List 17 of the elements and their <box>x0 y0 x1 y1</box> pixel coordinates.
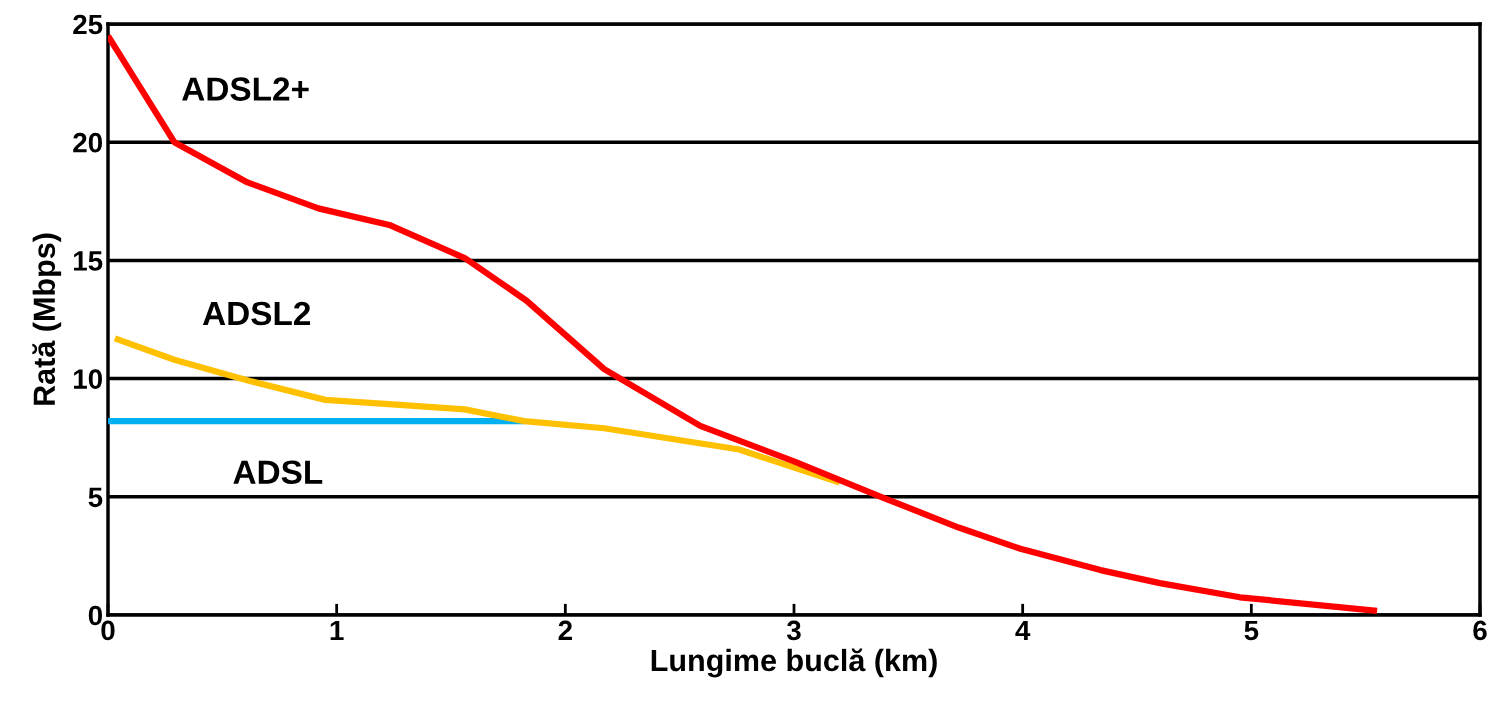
y-tick-label: 20 <box>73 132 102 153</box>
y-tick-label: 25 <box>73 14 103 35</box>
x-tick-label: 2 <box>558 620 572 640</box>
x-tick-label: 3 <box>786 620 801 641</box>
x-axis-title: Lungime buclă (km) <box>651 648 937 678</box>
y-axis-title: Rată (Mbps) <box>32 233 62 405</box>
x-tick-label: 5 <box>1244 620 1259 641</box>
series-label: ADSL2 <box>202 301 311 326</box>
y-tick-label: 10 <box>73 369 102 389</box>
y-tick-label: 15 <box>73 251 103 271</box>
series-label: ADSL2+ <box>182 77 309 101</box>
y-tick-label: 5 <box>88 487 103 508</box>
x-tick-label: 6 <box>1473 620 1487 641</box>
y-tick-label: 0 <box>88 605 102 626</box>
x-tick-label: 1 <box>330 620 344 640</box>
x-tick-label: 4 <box>1015 620 1031 640</box>
series-label: ADSL <box>233 460 323 485</box>
